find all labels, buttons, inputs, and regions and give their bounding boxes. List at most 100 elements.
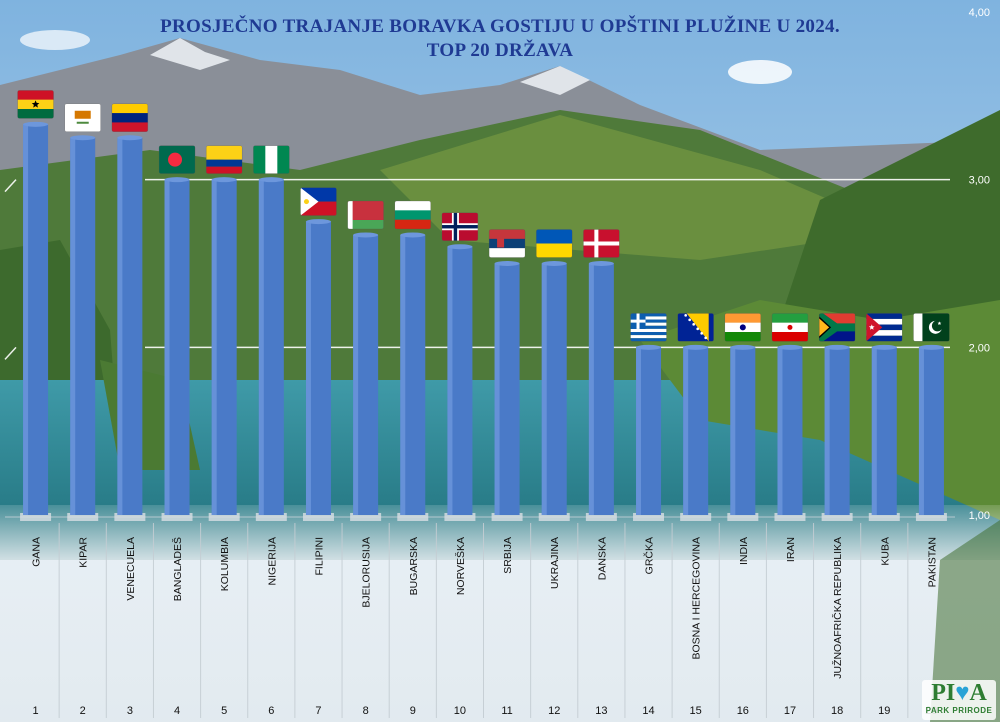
bar-cap	[258, 177, 284, 183]
bar-cap	[636, 344, 662, 350]
x-tick-label: FILIPINI	[313, 537, 325, 576]
rank-label: 9	[410, 705, 416, 717]
bar-highlight	[824, 347, 830, 515]
bar-base	[114, 513, 146, 521]
bar-highlight	[258, 179, 264, 515]
flag-greece-icon	[630, 313, 667, 342]
rank-label: 18	[831, 705, 843, 717]
bar-base	[444, 513, 476, 521]
x-tick-label: INDIA	[738, 537, 750, 565]
bar-cap	[117, 135, 143, 141]
bar-base	[538, 513, 570, 521]
bar-cap	[588, 261, 614, 266]
bar-cap	[871, 344, 897, 350]
flag-colombia-icon	[205, 145, 243, 174]
rank-label: 8	[363, 705, 369, 717]
bar-highlight	[541, 263, 547, 515]
x-tick-label: BUGARSKA	[408, 537, 420, 595]
rank-label: 2	[80, 705, 86, 717]
flag-bosnia-icon	[677, 313, 714, 342]
x-tick-label: KUBA	[879, 537, 891, 566]
bar-cap	[353, 232, 379, 238]
bar-base	[208, 513, 240, 521]
flag-serbia-icon	[488, 229, 526, 258]
bar-base	[397, 513, 429, 521]
flag-pakistan-icon	[913, 313, 950, 342]
bars	[20, 121, 947, 521]
rank-label: 12	[548, 705, 560, 717]
flag-cyprus-icon	[64, 103, 101, 132]
x-tick-label: GRČKA	[643, 537, 656, 574]
flag-ukraine-icon	[535, 229, 573, 258]
x-tick-label: BOSNA I HERCEGOVINA	[691, 537, 703, 660]
park-prirode-piva-logo: PI♥A PARK PRIRODE	[922, 680, 996, 720]
bar-highlight	[305, 221, 311, 516]
bar-cap	[730, 344, 756, 350]
bar-base	[350, 513, 382, 521]
flag-bulgaria-icon	[394, 200, 432, 230]
bar-cap	[400, 232, 426, 238]
x-tick-label: GANA	[31, 537, 43, 567]
bar-cap	[447, 244, 473, 250]
rank-label: 11	[501, 705, 512, 717]
flag-norway-icon	[441, 212, 479, 241]
x-tick-label: IRAN	[785, 537, 797, 562]
rank-label: 14	[642, 705, 654, 717]
bar-highlight	[871, 347, 877, 515]
x-tick-label: PAKISTAN	[926, 537, 938, 587]
y-tick-label: 1,00	[969, 510, 990, 522]
x-tick-label: NORVEŠKA	[454, 537, 467, 595]
flag-denmark-icon	[583, 229, 620, 258]
y-tick-label: 4,00	[969, 7, 990, 19]
bar-cap	[494, 261, 520, 266]
x-tick-label: BANGLADEŠ	[171, 537, 184, 601]
flag-bangladesh-icon	[158, 145, 196, 174]
bar-cap	[164, 177, 190, 183]
bar-cap	[683, 344, 709, 350]
rank-label: 15	[690, 705, 702, 717]
rank-label: 6	[268, 705, 274, 717]
bar-base	[915, 513, 947, 521]
flag-venezuela-icon	[111, 103, 149, 132]
chart-subtitle: TOP 20 DRŽAVA	[426, 40, 574, 61]
rank-label: 16	[737, 705, 749, 717]
x-tick-label: VENECUELA	[125, 537, 137, 601]
bar-cap	[70, 135, 96, 141]
bar-cap	[211, 177, 237, 183]
gridline-stub	[4, 179, 17, 193]
rank-label: 10	[454, 705, 466, 717]
bar-base	[868, 513, 900, 521]
gridline-stub	[4, 346, 17, 360]
bar-cap	[23, 121, 49, 127]
bar-highlight	[494, 263, 500, 515]
bar-highlight	[588, 263, 594, 515]
bar-highlight	[211, 179, 217, 515]
flag-belarus-icon	[347, 200, 384, 230]
bar-base	[680, 513, 712, 521]
bar-cap	[777, 344, 803, 350]
bar-base	[727, 513, 759, 521]
bar-cap	[918, 344, 944, 350]
flag-cuba-icon	[866, 313, 903, 342]
bar-base	[20, 513, 52, 521]
bar-base	[67, 513, 99, 521]
x-tick-label: UKRAJINA	[549, 537, 561, 589]
x-tick-label: SRBIJA	[502, 537, 514, 574]
flag-ghana-icon	[17, 90, 54, 119]
x-tick-label: KIPAR	[78, 537, 90, 568]
rank-label: 5	[221, 705, 227, 717]
rank-label: 13	[595, 705, 607, 717]
bar-base	[302, 513, 334, 521]
rank-label: 4	[174, 705, 180, 717]
flag-iran-icon	[771, 313, 809, 342]
y-tick-label: 2,00	[969, 342, 990, 354]
chart-title: PROSJEČNO TRAJANJE BORAVKA GOSTIJU U OPŠ…	[160, 16, 840, 37]
bar-cap	[824, 344, 850, 350]
flag-nigeria-icon	[253, 145, 290, 174]
y-tick-label: 3,00	[969, 175, 990, 187]
flag-south-africa-icon	[818, 313, 856, 342]
x-tick-label: JUŽNOAFRIČKA REPUBLIKA	[831, 537, 844, 679]
bar-base	[255, 513, 287, 521]
